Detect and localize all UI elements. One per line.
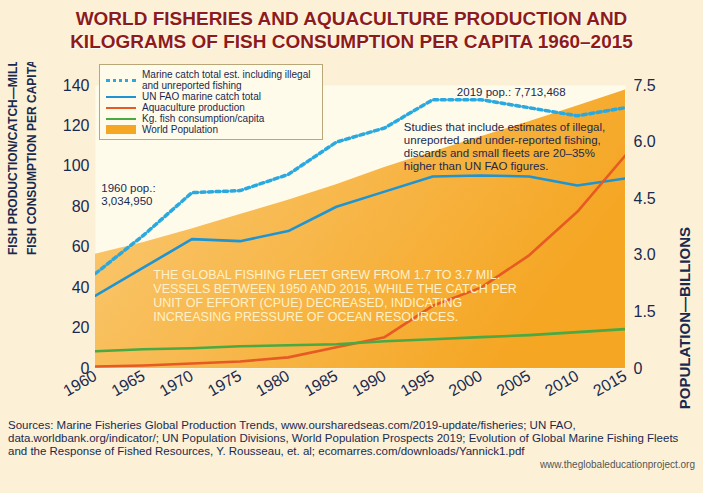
html-text:UN FAO marine catch total: UN FAO marine catch total xyxy=(142,91,261,102)
svg-text:1980: 1980 xyxy=(253,367,292,400)
svg-text:120: 120 xyxy=(63,117,90,134)
svg-text:6.0: 6.0 xyxy=(634,133,656,150)
html-text:Aquaculture production: Aquaculture production xyxy=(142,102,245,113)
svg-text:60: 60 xyxy=(72,238,90,255)
svg-text:2010: 2010 xyxy=(542,367,581,400)
svg-text:FISH PRODUCTION/CATCH—MILLIONS: FISH PRODUCTION/CATCH—MILLIONS OF TONS xyxy=(6,62,20,255)
svg-text:1960: 1960 xyxy=(60,366,100,400)
svg-text:1995: 1995 xyxy=(398,367,437,400)
svg-text:7.5: 7.5 xyxy=(634,77,656,94)
svg-text:1.5: 1.5 xyxy=(634,303,656,320)
svg-text:Studies that include estimates: Studies that include estimates of illega… xyxy=(404,121,605,172)
svg-text:2005: 2005 xyxy=(494,367,533,400)
svg-text:1970: 1970 xyxy=(157,367,196,400)
svg-text:100: 100 xyxy=(63,157,90,174)
svg-text:2019 pop.: 7,713,468: 2019 pop.: 7,713,468 xyxy=(457,86,566,98)
html-text:www.theglobaleducationproject.: www.theglobaleducationproject.org xyxy=(539,459,695,470)
svg-text:1960 pop.:3,034,950: 1960 pop.:3,034,950 xyxy=(101,182,155,207)
svg-text:FISH CONSUMPTION PER CAPITA—KI: FISH CONSUMPTION PER CAPITA—KILOGRAM xyxy=(25,62,39,255)
svg-text:1990: 1990 xyxy=(349,367,388,400)
svg-text:140: 140 xyxy=(63,77,90,94)
html-text:Sources: Marine Fisheries Glob: Sources: Marine Fisheries Global Product… xyxy=(8,419,679,457)
svg-text:0: 0 xyxy=(81,360,90,377)
html-text:WORLD FISHERIES AND AQUACULTUR: WORLD FISHERIES AND AQUACULTURE PRODUCTI… xyxy=(70,8,633,52)
svg-text:80: 80 xyxy=(72,198,90,215)
svg-text:40: 40 xyxy=(72,279,90,296)
html-text:Kg. fish consumption/capita: Kg. fish consumption/capita xyxy=(142,113,265,124)
svg-text:0: 0 xyxy=(634,360,643,377)
svg-text:THE GLOBAL FISHING FLEET GREW: THE GLOBAL FISHING FLEET GREW FROM 1.7 T… xyxy=(153,268,517,324)
svg-text:POPULATION—BILLIONS: POPULATION—BILLIONS xyxy=(676,227,693,409)
html-text:World Population: World Population xyxy=(142,124,218,135)
svg-text:2015: 2015 xyxy=(590,367,629,400)
svg-text:2000: 2000 xyxy=(446,367,485,400)
svg-text:1975: 1975 xyxy=(205,367,244,400)
svg-text:4.5: 4.5 xyxy=(634,190,656,207)
svg-text:1965: 1965 xyxy=(108,367,147,400)
html-text:Marine catch total est. includ: Marine catch total est. including illega… xyxy=(142,69,311,91)
svg-text:1985: 1985 xyxy=(301,367,340,400)
svg-text:3.0: 3.0 xyxy=(634,246,656,263)
svg-text:20: 20 xyxy=(72,319,90,336)
